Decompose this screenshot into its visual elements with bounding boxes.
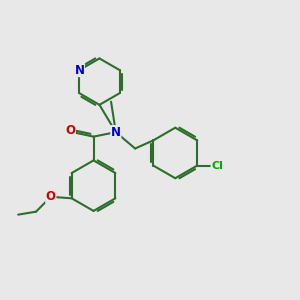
Text: N: N bbox=[111, 126, 121, 139]
Text: N: N bbox=[74, 64, 84, 76]
Text: Cl: Cl bbox=[211, 160, 223, 171]
Text: O: O bbox=[65, 124, 75, 137]
Text: O: O bbox=[46, 190, 56, 203]
